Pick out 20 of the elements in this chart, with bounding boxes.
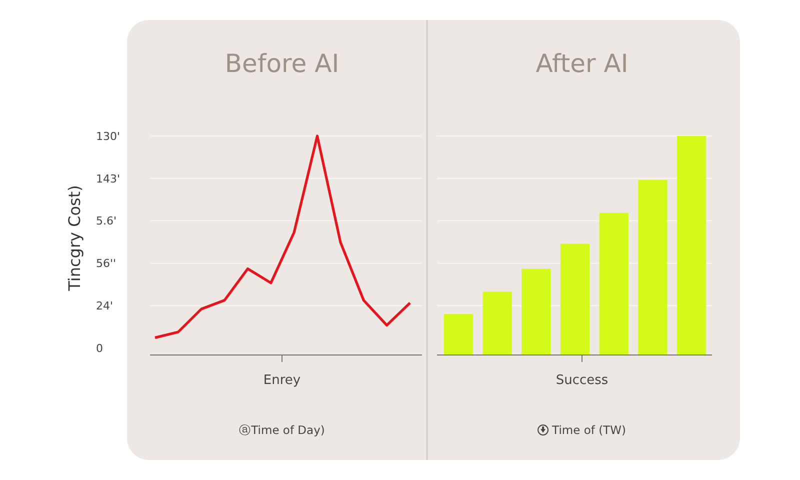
x-axis-title: Enrey — [263, 373, 301, 388]
chart-title: After AI — [536, 49, 628, 78]
bar — [444, 314, 474, 355]
text: 5.6' — [96, 214, 117, 228]
bar — [560, 244, 590, 355]
text: 24' — [96, 299, 114, 312]
text: 0 — [96, 342, 103, 355]
y-axis-title: Tincgry Cost) — [65, 185, 84, 292]
bar — [599, 212, 628, 355]
bar — [638, 180, 668, 355]
text: 143' — [96, 172, 120, 186]
bar — [676, 136, 706, 355]
bar — [482, 292, 512, 355]
text: 130' — [96, 130, 120, 143]
x-axis-title: Success — [556, 373, 608, 388]
text: Time of (TW) — [551, 423, 626, 437]
chart-title: Before AI — [224, 49, 340, 78]
text: 56'' — [96, 257, 116, 270]
text: ⓐTime of Day) — [239, 423, 325, 437]
bar — [522, 268, 551, 355]
